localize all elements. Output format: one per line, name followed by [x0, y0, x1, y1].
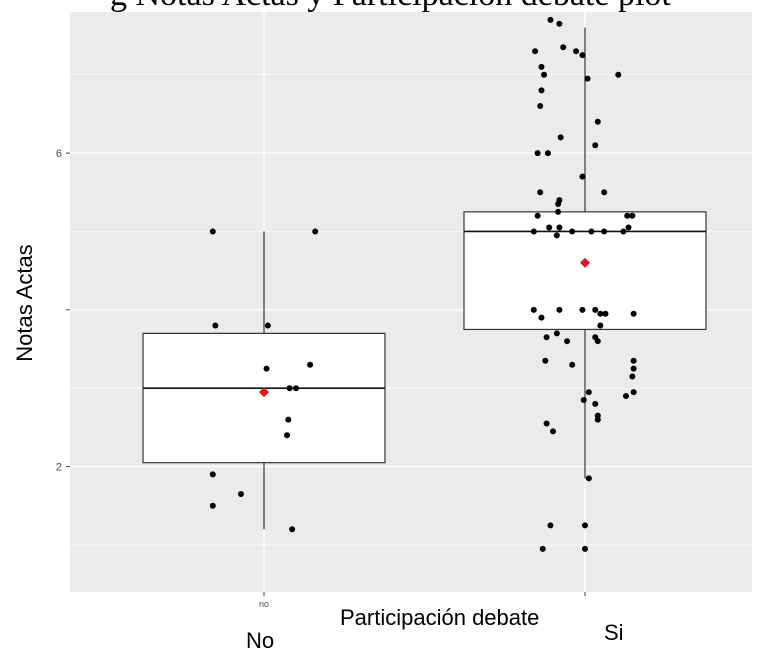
mean-layer [259, 257, 590, 398]
y-axis-label: Notas Actas [12, 244, 37, 362]
point-layer [209, 16, 637, 552]
data-point-si [620, 228, 627, 235]
data-point-no [212, 322, 219, 329]
annotation-no: No [246, 628, 275, 653]
data-point-si [537, 103, 544, 110]
data-point-si [555, 208, 562, 215]
data-point-si [539, 545, 546, 552]
data-point-si [629, 212, 636, 219]
x-axis-label: Participación debate [340, 605, 540, 630]
data-point-si [541, 71, 548, 78]
data-point-si [579, 306, 586, 313]
data-point-si [601, 228, 608, 235]
axis-layer: 2 6 no [56, 148, 586, 609]
data-point-no [293, 385, 299, 392]
data-point-si [582, 522, 588, 529]
data-point-si [553, 232, 560, 239]
data-point-si [573, 48, 580, 55]
data-point-si [592, 306, 599, 313]
data-point-si [560, 44, 567, 51]
data-point-si [530, 228, 537, 235]
data-point-no [209, 228, 216, 235]
data-point-si [630, 365, 637, 372]
box-si [463, 211, 707, 331]
data-point-si [580, 396, 587, 403]
data-point-si [534, 150, 541, 157]
data-point-si [630, 357, 637, 364]
mean-marker-no [259, 387, 269, 398]
data-point-si [550, 428, 556, 435]
data-point-si [556, 20, 563, 27]
data-point-si [579, 52, 586, 59]
box-no [142, 332, 386, 464]
data-point-si [544, 150, 551, 157]
data-point-si [585, 389, 592, 396]
data-point-si [547, 522, 554, 529]
data-point-si [543, 334, 550, 341]
data-point-si [569, 228, 576, 235]
data-point-si [556, 306, 563, 313]
data-point-si [534, 212, 541, 219]
data-point-no [264, 322, 271, 329]
data-point-si [569, 361, 576, 368]
data-point-si [537, 189, 544, 196]
data-point-si [629, 373, 636, 380]
data-point-si [624, 212, 631, 219]
data-point-si [538, 314, 545, 321]
data-point-si [546, 224, 553, 231]
annotation-si: Si [604, 620, 624, 645]
data-point-si [530, 306, 537, 313]
data-point-si [555, 201, 562, 208]
data-point-si [602, 310, 609, 317]
data-point-no [307, 361, 314, 368]
data-point-no [286, 385, 293, 392]
data-point-no [285, 416, 292, 423]
data-point-si [630, 310, 637, 317]
data-point-si [542, 357, 549, 364]
data-point-no [209, 502, 216, 509]
data-point-si [564, 338, 571, 345]
data-point-si [594, 338, 601, 345]
data-point-si [597, 310, 604, 317]
data-point-no [289, 526, 296, 533]
data-point-si [547, 16, 554, 23]
data-point-si [579, 173, 586, 180]
data-point-si [538, 63, 545, 70]
data-point-si [625, 224, 632, 231]
data-point-si [622, 393, 629, 400]
data-point-si [585, 475, 592, 482]
data-point-si [615, 71, 622, 78]
data-point-si [592, 142, 599, 149]
data-point-no [237, 491, 244, 498]
data-point-si [630, 389, 637, 396]
data-point-si [557, 134, 564, 141]
data-point-si [582, 545, 588, 552]
data-point-si [594, 118, 601, 125]
data-point-si [584, 75, 591, 82]
data-point-si [601, 189, 608, 196]
data-point-no [209, 471, 216, 478]
data-point-si [588, 228, 595, 235]
data-point-no [263, 365, 270, 372]
y-tick-label: 6 [56, 148, 62, 160]
caption-title-fragment: g Notas Actas y Participación debate plo… [110, 0, 671, 14]
mean-marker-si [580, 257, 590, 268]
data-point-si [597, 322, 604, 329]
data-point-si [556, 224, 563, 231]
data-point-si [532, 48, 539, 55]
data-point-si [553, 330, 560, 337]
data-point-si [538, 87, 545, 94]
x-tick-label: no [259, 599, 269, 609]
data-point-no [312, 228, 319, 235]
y-tick-label: 2 [56, 462, 62, 474]
data-point-no [284, 432, 291, 439]
data-point-si [592, 400, 599, 407]
data-point-si [543, 420, 550, 427]
data-point-si [594, 416, 601, 423]
